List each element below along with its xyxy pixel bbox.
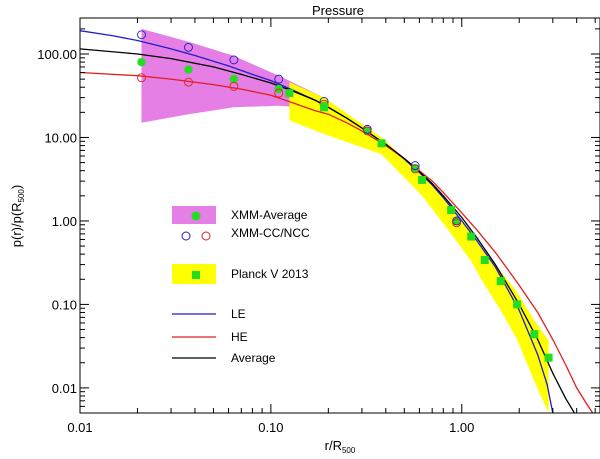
y-axis-title-sub: 500 xyxy=(17,189,26,203)
y-axis-title-end: ) xyxy=(9,185,24,189)
marker-planck-v-2013-10 xyxy=(544,353,553,362)
marker-xmm-average-1 xyxy=(184,65,193,74)
x-tick-label: 1.00 xyxy=(449,420,474,435)
marker-xmm-ncc-6 xyxy=(410,164,420,174)
y-tick-label: 100.00 xyxy=(37,47,77,62)
marker-planck-v-2013-7 xyxy=(496,277,505,286)
marker-xmm-ncc-2 xyxy=(229,81,239,91)
marker-xmm-average-2 xyxy=(229,74,239,84)
marker-planck-v-2013-5 xyxy=(467,232,476,241)
y-axis-title-main: p(r)/p(R xyxy=(9,202,24,247)
legend-label-he: HE xyxy=(231,330,248,344)
marker-xmm-ncc-0 xyxy=(137,73,146,83)
legend-entry-xmm-cc-ncc: XMM-CC/NCC xyxy=(181,226,310,241)
y-tick-label: 0.01 xyxy=(52,381,77,396)
marker-xmm-cc-1 xyxy=(184,42,193,52)
y-axis-title: p(r)/p(R500) xyxy=(9,185,26,247)
x-axis-title-main: r/R xyxy=(325,438,342,453)
band-planck-v-2013 xyxy=(289,82,549,413)
marker-planck-v-2013-2 xyxy=(377,139,386,148)
marker-xmm-average-0 xyxy=(137,57,146,67)
legend-entry-xmm-average: XMM-Average xyxy=(172,206,308,224)
marker-xmm-ncc-1 xyxy=(184,77,193,87)
legend-label-xmm-average: XMM-Average xyxy=(231,208,308,222)
legend-label-xmm-cc-ncc: XMM-CC/NCC xyxy=(231,226,310,240)
legend-xmm-dot-marker xyxy=(191,211,201,221)
legend-planck-square-marker xyxy=(192,271,200,279)
marker-planck-v-2013-9 xyxy=(530,330,539,339)
legend-ncc-open-circle xyxy=(201,231,211,241)
markers-layer xyxy=(137,30,553,362)
marker-planck-v-2013-8 xyxy=(513,300,522,309)
legend-cc-open-circle xyxy=(181,231,191,241)
tick-labels-layer: 0.01 0.10 1.00 0.01 0.10 1.00 10.00 100.00 xyxy=(37,47,474,435)
legend-entry-planck: Planck V 2013 xyxy=(172,264,309,284)
legend-label-le: LE xyxy=(231,307,246,321)
legend-entry-he: HE xyxy=(172,330,248,344)
marker-xmm-ncc-7 xyxy=(452,218,462,228)
line-average xyxy=(80,48,576,413)
y-tick-label: 0.10 xyxy=(52,297,77,312)
line-he xyxy=(80,71,594,413)
marker-xmm-cc-0 xyxy=(137,30,146,40)
x-tick-label: 0.10 xyxy=(258,420,283,435)
marker-xmm-ncc-5 xyxy=(362,126,372,136)
y-tick-label: 10.00 xyxy=(44,130,77,145)
legend: XMM-Average XMM-CC/NCC Planck V 2013 LE … xyxy=(172,206,310,365)
x-tick-label: 0.01 xyxy=(67,420,92,435)
legend-label-planck: Planck V 2013 xyxy=(231,267,309,281)
marker-xmm-ncc-3 xyxy=(274,88,284,98)
x-axis-title: r/R500 xyxy=(325,438,356,455)
legend-entry-average: Average xyxy=(172,351,276,365)
marker-xmm-average-7 xyxy=(452,216,461,226)
lines-layer xyxy=(80,30,594,413)
chart-title: Pressure xyxy=(312,3,364,18)
marker-planck-v-2013-1 xyxy=(320,103,329,112)
marker-planck-v-2013-3 xyxy=(418,175,427,184)
plot-frame xyxy=(79,17,600,414)
x-axis-title-sub: 500 xyxy=(342,446,356,455)
legend-entry-le: LE xyxy=(172,307,246,321)
marker-xmm-average-6 xyxy=(410,163,420,173)
marker-xmm-cc-3 xyxy=(274,74,284,84)
marker-planck-v-2013-0 xyxy=(285,89,294,98)
legend-label-average: Average xyxy=(231,351,276,365)
marker-xmm-cc-2 xyxy=(229,55,239,65)
marker-xmm-cc-6 xyxy=(410,161,420,171)
y-tick-label: 1.00 xyxy=(52,214,77,229)
ticks-layer xyxy=(79,18,600,414)
marker-planck-v-2013-6 xyxy=(480,256,489,265)
marker-planck-v-2013-4 xyxy=(447,206,456,215)
